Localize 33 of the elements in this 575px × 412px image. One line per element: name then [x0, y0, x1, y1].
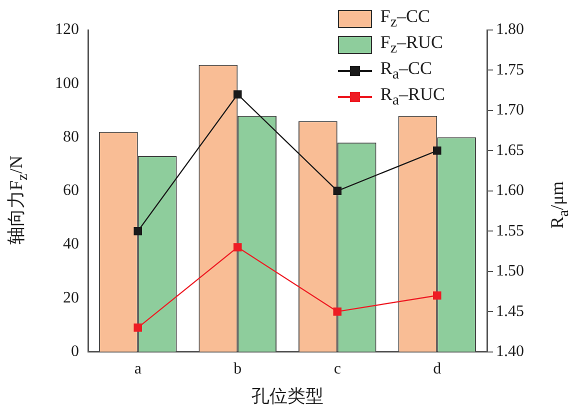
- point: [134, 324, 142, 332]
- y-tick-label: 20: [63, 289, 79, 306]
- y-tick-label: 0: [71, 343, 79, 360]
- y2-tick-label: 1.40: [496, 343, 524, 360]
- y-tick-label: 60: [63, 182, 79, 200]
- point: [333, 307, 342, 316]
- legend-label: F$_{z}$–CC: [380, 6, 430, 32]
- point: [233, 243, 242, 252]
- point: [432, 291, 442, 300]
- y2-tick-label: 1.55: [496, 222, 524, 240]
- y-tick-label: 120: [55, 21, 79, 38]
- point: [333, 186, 342, 196]
- y2-tick-label: 1.80: [496, 21, 524, 38]
- point: [432, 146, 442, 155]
- x-tick-label: a: [134, 360, 142, 378]
- point: [134, 226, 142, 236]
- y2-tick-label: 1.75: [496, 61, 524, 78]
- y-tick-label: 80: [63, 128, 79, 146]
- x-tick-label: b: [234, 360, 242, 378]
- legend-label: F$_{z}$–RUC: [380, 32, 443, 58]
- y-tick-label: 40: [63, 236, 79, 253]
- y2-tick-label: 1.70: [496, 102, 524, 119]
- x-tick-label: c: [334, 360, 341, 378]
- y-tick-label: 100: [55, 74, 79, 92]
- legend-label: R$_{a}$–RUC: [380, 84, 445, 110]
- point: [233, 90, 242, 98]
- y2-tick-label: 1.65: [496, 142, 524, 159]
- legend-label: R$_{a}$–CC: [380, 58, 432, 84]
- x-tick-label: d: [433, 360, 442, 378]
- y2-tick-label: 1.50: [496, 262, 524, 280]
- x-axis-title: 孔位类型: [250, 385, 324, 408]
- y2-tick-label: 1.60: [496, 182, 524, 200]
- y2-tick-label: 1.45: [496, 302, 524, 320]
